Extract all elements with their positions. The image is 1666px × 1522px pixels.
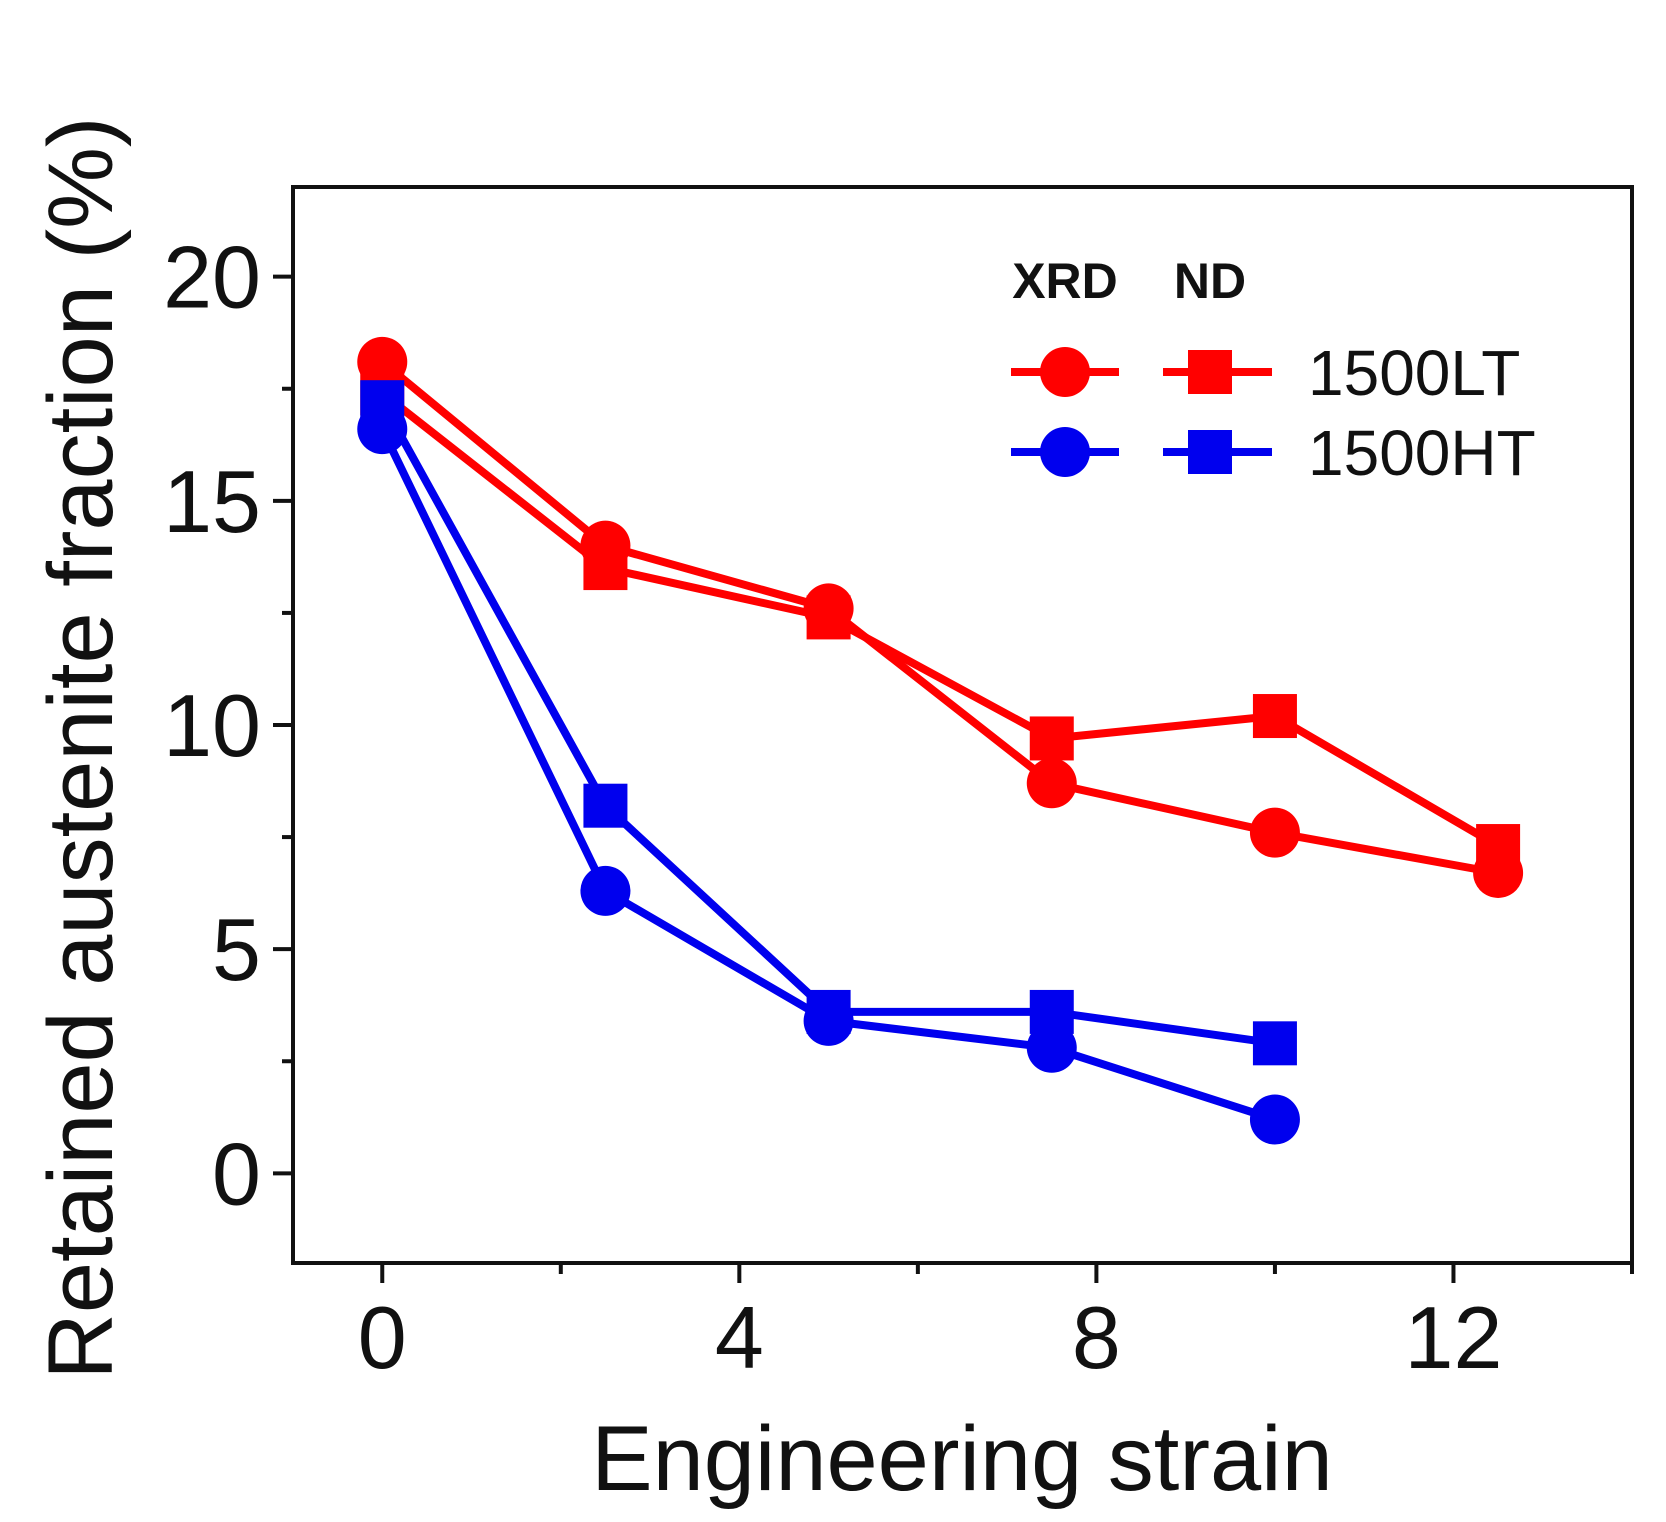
data-point-square	[360, 380, 405, 425]
data-point-circle	[1249, 807, 1300, 858]
legend-marker-square	[1188, 350, 1232, 394]
x-tick-label: 8	[1072, 1288, 1121, 1387]
legend-label: 1500LT	[1308, 337, 1520, 409]
y-axis-title: Retained austenite fraction (%)	[30, 116, 132, 1379]
legend-marker-circle	[1040, 427, 1090, 477]
data-point-square	[1029, 716, 1074, 761]
x-tick-label: 0	[358, 1288, 407, 1387]
data-point-circle	[1026, 1022, 1077, 1073]
plot-data-layer	[357, 336, 1524, 1145]
data-point-square	[1252, 694, 1297, 739]
data-point-square	[1029, 989, 1074, 1034]
data-point-square	[1476, 824, 1521, 869]
data-point-square	[1252, 1021, 1297, 1066]
y-tick-label: 20	[163, 228, 261, 327]
data-point-circle	[1249, 1094, 1300, 1145]
x-axis-title: Engineering strain	[591, 1408, 1333, 1510]
y-tick-label: 10	[163, 676, 261, 775]
series-line	[379, 358, 1499, 877]
x-tick-label: 4	[715, 1288, 764, 1387]
data-point-square	[583, 546, 628, 591]
data-point-square	[806, 989, 851, 1034]
x-tick-label: 12	[1405, 1288, 1503, 1387]
legend-marker-square	[1188, 430, 1232, 474]
legend-label: 1500HT	[1308, 417, 1536, 489]
legend-marker-circle	[1040, 347, 1090, 397]
legend: XRD ND 1500LT 1500HT	[1011, 253, 1536, 489]
data-point-circle	[580, 865, 631, 916]
y-tick-label: 5	[212, 900, 261, 999]
legend-entry-1500lt: 1500LT	[1011, 337, 1520, 409]
series-1500ht-nd	[360, 380, 1297, 1066]
series-line	[379, 390, 1501, 850]
legend-header-nd: ND	[1174, 253, 1246, 309]
data-point-square	[806, 595, 851, 640]
axes-layer: 0 4 8 12 0 5 10 15 20	[163, 228, 1634, 1387]
y-tick-label: 0	[212, 1124, 261, 1223]
legend-header-xrd: XRD	[1012, 253, 1118, 309]
data-point-circle	[1026, 758, 1077, 809]
data-point-square	[583, 783, 628, 828]
legend-entry-1500ht: 1500HT	[1011, 417, 1536, 489]
y-tick-label: 15	[163, 452, 261, 551]
